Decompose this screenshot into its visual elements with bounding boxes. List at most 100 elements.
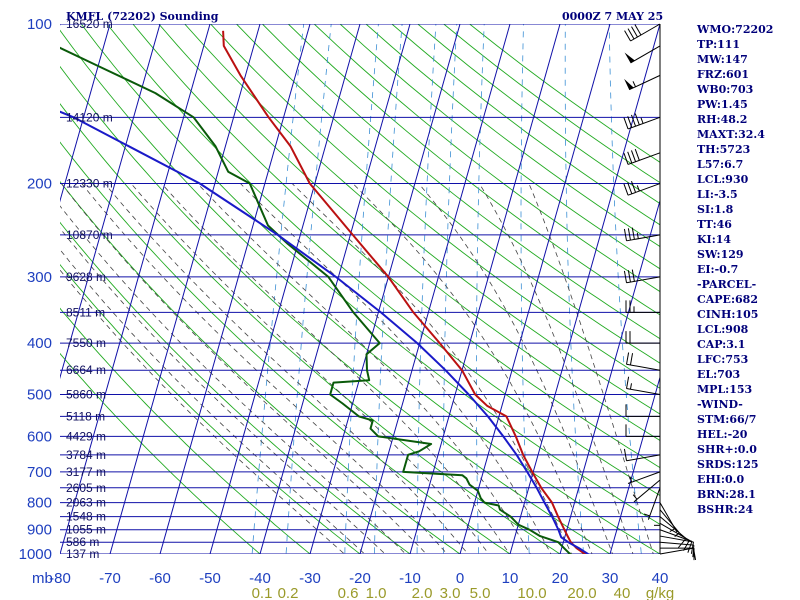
wind-barb-feather xyxy=(677,538,687,548)
temperature-tick-label: -80 xyxy=(49,570,71,587)
height-label: 7550 m xyxy=(66,336,106,350)
wind-barb-feather xyxy=(631,26,638,38)
wind-barb xyxy=(659,516,687,548)
mixing-ratio-label: 0.1 xyxy=(252,585,273,600)
stat-line: FRZ:601 xyxy=(697,68,750,81)
wind-barb xyxy=(659,509,683,537)
isotherm xyxy=(60,24,111,203)
isotherm xyxy=(359,24,511,554)
isotherm xyxy=(109,24,261,554)
wind-barb-feather xyxy=(623,183,629,196)
wind-barb-staff xyxy=(626,276,661,284)
sounding-traces xyxy=(60,30,590,554)
dry-adiabat xyxy=(287,24,660,316)
wind-barb xyxy=(623,227,661,242)
wind-barb-staff xyxy=(628,74,661,91)
height-label: 586 m xyxy=(66,535,99,549)
temperature-tick-label: -50 xyxy=(199,570,221,587)
temperature-trace xyxy=(222,30,590,554)
wind-barb-feather xyxy=(627,116,633,128)
pressure-tick-label: 700 xyxy=(27,464,52,481)
wind-barb-staff xyxy=(626,454,661,462)
height-label: 12330 m xyxy=(66,177,113,191)
wind-barb-feather xyxy=(627,28,635,40)
wind-barb xyxy=(660,547,695,561)
temperature-tick-label: 20 xyxy=(552,570,569,587)
isotherm xyxy=(459,24,611,554)
wind-barb xyxy=(623,269,661,284)
dry-adiabat xyxy=(210,24,660,389)
wind-barb-feather xyxy=(623,117,629,130)
wind-barb-staff xyxy=(659,509,683,537)
wind-barb-feather xyxy=(623,152,629,165)
mixing-ratio-line xyxy=(251,24,305,554)
height-label: 10870 m xyxy=(66,228,113,242)
temperature-tick-label: -60 xyxy=(149,570,171,587)
dry-adiabat xyxy=(339,24,660,270)
mixing-ratio-line xyxy=(373,24,403,554)
wind-barb xyxy=(624,74,661,91)
wind-barb xyxy=(623,113,661,130)
wind-barb-feather xyxy=(630,114,637,127)
dry-adiabat xyxy=(365,24,660,248)
mixing-ratio-label: 2.0 xyxy=(412,585,433,600)
isotherm xyxy=(309,24,461,554)
moist-adiabat xyxy=(60,227,386,554)
wind-barb-feather xyxy=(692,545,695,558)
dry-adiabat xyxy=(262,24,660,340)
moist-adiabat xyxy=(81,183,448,554)
wind-barb-staff xyxy=(633,479,661,503)
temperature-tick-label: -40 xyxy=(249,570,271,587)
stat-line: LI:-3.5 xyxy=(697,188,738,201)
wind-barb-feather xyxy=(623,270,628,283)
background-grid xyxy=(60,24,660,554)
wind-barb xyxy=(625,424,660,437)
wind-barb-feather xyxy=(623,228,628,241)
stat-line: SHR+:0.0 xyxy=(697,443,757,456)
height-label: 1548 m xyxy=(66,510,106,524)
wind-barb xyxy=(654,495,661,530)
wind-barb-feather xyxy=(631,227,635,240)
wind-barb xyxy=(632,479,661,503)
wind-barb-feather xyxy=(627,228,631,241)
wind-barb xyxy=(643,487,661,520)
wind-barb xyxy=(627,471,661,485)
stat-line: EHI:0.0 xyxy=(697,473,745,486)
dry-adiabat xyxy=(60,65,611,554)
isotherm xyxy=(509,24,660,554)
wind-barb-half-feather xyxy=(632,81,636,87)
temperature-tick-label: 10 xyxy=(502,570,519,587)
wind-barb-half-feather xyxy=(632,494,638,500)
height-label: 2063 m xyxy=(66,496,106,510)
height-label: 137 m xyxy=(66,547,99,561)
dry-adiabat xyxy=(106,24,660,497)
moist-adiabat xyxy=(528,183,654,554)
stat-line: MPL:153 xyxy=(697,383,753,396)
stat-line: CINH:105 xyxy=(697,308,759,321)
wind-barb-staff xyxy=(627,152,661,165)
wind-barb xyxy=(659,535,694,554)
mixing-ratio-label: 20.0 xyxy=(567,585,596,600)
stat-line: CAPE:682 xyxy=(697,293,758,306)
temperature-tick-label: 0 xyxy=(456,570,464,587)
stat-line: LCL:908 xyxy=(697,323,749,336)
pressure-tick-label: 800 xyxy=(27,495,52,512)
dry-adiabat xyxy=(158,24,660,441)
moist-adiabat xyxy=(60,269,345,554)
dry-adiabat xyxy=(60,352,261,554)
stat-line: HEL:-20 xyxy=(697,428,748,441)
wind-barb-feather xyxy=(683,540,690,551)
stat-line: STM:66/7 xyxy=(697,413,757,426)
dry-adiabat xyxy=(313,24,660,293)
wind-barb xyxy=(626,376,661,395)
mixing-ratio-label: 0.6 xyxy=(338,585,359,600)
height-label: 5118 m xyxy=(66,409,105,423)
mixing-ratio-line xyxy=(608,24,642,554)
wind-barb-feather xyxy=(624,30,631,42)
isotherm xyxy=(409,24,561,554)
pressure-tick-label: 500 xyxy=(27,386,52,403)
dewpoint-trace xyxy=(60,46,573,554)
mixing-ratio-line xyxy=(520,24,530,554)
mixing-ratio-line xyxy=(344,24,379,554)
wind-barb xyxy=(624,23,661,42)
